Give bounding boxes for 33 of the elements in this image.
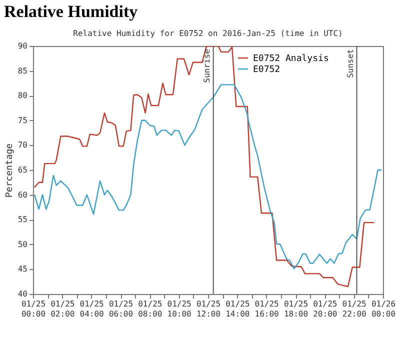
x-tick-label: 01/25 08:00 bbox=[138, 300, 162, 318]
y-tick-label: 85 bbox=[18, 66, 28, 76]
y-axis-title: Percentage bbox=[4, 143, 15, 198]
chart-title: Relative Humidity bbox=[4, 2, 138, 22]
y-tick-label: 55 bbox=[18, 215, 28, 224]
y-tick-label: 40 bbox=[18, 290, 28, 298]
line-series bbox=[34, 46, 375, 288]
y-tick-label: 50 bbox=[18, 240, 28, 249]
y-tick-label: 65 bbox=[18, 166, 28, 174]
y-tick-label: 60 bbox=[18, 190, 28, 200]
x-tick-label: 01/25 10:00 bbox=[167, 300, 192, 318]
y-tick-label: 70 bbox=[18, 140, 28, 150]
x-tick-label: 01/25 06:00 bbox=[108, 300, 134, 318]
x-tick-label: 01/25 14:00 bbox=[226, 300, 250, 318]
x-tick-label: 01/25 00:00 bbox=[21, 300, 46, 318]
chart-subtitle: Relative Humidity for E0752 on 2016-Jan-25 (time in UTC) bbox=[73, 29, 343, 38]
y-tick-label: 75 bbox=[18, 116, 28, 125]
line-series bbox=[34, 84, 382, 270]
x-tick-label: 01/25 20:00 bbox=[313, 300, 338, 318]
x-tick-label: 01/25 04:00 bbox=[80, 300, 104, 318]
legend-label: E0752 Analysis bbox=[253, 54, 329, 64]
y-tick-label: 80 bbox=[18, 91, 28, 100]
ref-line-label: Sunrise bbox=[202, 48, 212, 83]
x-tick-label: 01/25 22:00 bbox=[342, 300, 367, 318]
x-tick-label: 01/26 00:00 bbox=[371, 300, 396, 318]
x-tick-label: 01/25 16:00 bbox=[254, 300, 280, 318]
legend-label: E0752 bbox=[253, 65, 280, 75]
ref-line-label: Sunset bbox=[346, 48, 355, 78]
y-tick-label: 90 bbox=[18, 42, 28, 50]
x-tick-label: 01/25 18:00 bbox=[284, 300, 308, 318]
y-tick-label: 45 bbox=[18, 264, 28, 274]
x-tick-label: 01/25 12:00 bbox=[196, 300, 221, 318]
x-tick-label: 01/25 02:00 bbox=[50, 300, 75, 318]
